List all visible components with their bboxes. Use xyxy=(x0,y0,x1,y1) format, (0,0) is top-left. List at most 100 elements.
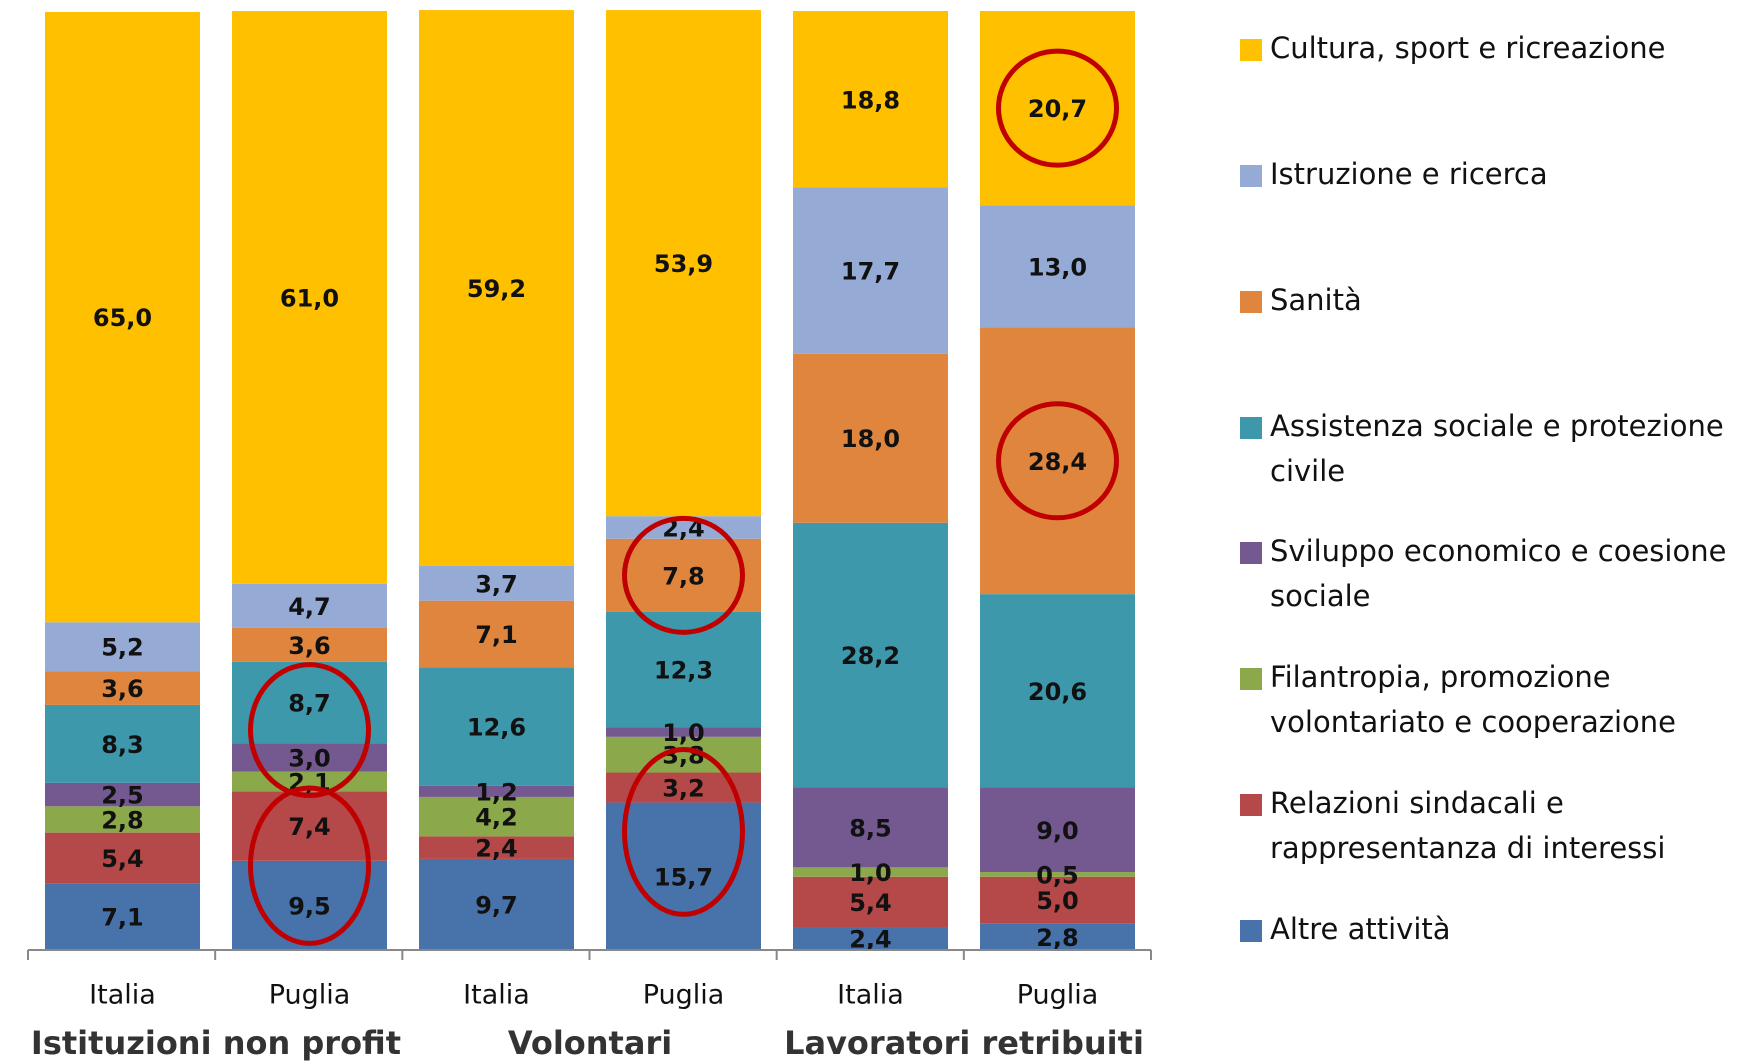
legend-swatch xyxy=(1240,165,1262,187)
value-label: 15,7 xyxy=(654,863,713,891)
bar-segment xyxy=(606,10,761,517)
bar-segment xyxy=(45,11,200,623)
bar-segment xyxy=(606,727,761,737)
legend-line: Sviluppo economico e coesione xyxy=(1270,534,1726,568)
value-label: 5,4 xyxy=(101,845,144,873)
bar-segment xyxy=(419,836,574,859)
bar-segment xyxy=(980,872,1135,877)
bar-segment xyxy=(793,522,948,788)
value-label: 2,4 xyxy=(475,835,518,863)
legend-label: Istruzione e ricerca xyxy=(1270,157,1548,191)
value-label: 20,6 xyxy=(1028,678,1087,706)
bar-segment xyxy=(793,876,948,928)
value-label: 53,9 xyxy=(654,250,713,278)
bar-segment xyxy=(45,782,200,807)
legend-line: Filantropia, promozione xyxy=(1270,660,1611,694)
bar-segment xyxy=(45,622,200,672)
bar-segment xyxy=(793,787,948,868)
legend-swatch xyxy=(1240,920,1262,942)
highlight-circle xyxy=(622,747,745,917)
value-label: 9,5 xyxy=(288,892,331,920)
legend-label: Altre attività xyxy=(1270,912,1451,946)
legend-label: Sanità xyxy=(1270,283,1362,317)
bar-segment xyxy=(793,11,948,188)
value-label: 4,2 xyxy=(475,804,518,832)
value-label: 1,2 xyxy=(475,778,518,806)
legend-line: Assistenza sociale e protezione xyxy=(1270,409,1724,443)
bar-segment xyxy=(980,11,1135,206)
value-label: 9,7 xyxy=(475,891,518,919)
value-label: 12,6 xyxy=(467,714,526,742)
legend-line: volontariato e cooperazione xyxy=(1270,705,1676,739)
value-label: 2,5 xyxy=(101,782,144,810)
value-label: 2,8 xyxy=(101,806,144,834)
x-tick-label: Italia xyxy=(837,980,904,1011)
bar-segment xyxy=(232,11,387,584)
value-label: 5,2 xyxy=(101,634,144,662)
value-label: 61,0 xyxy=(280,284,339,312)
legend-label: Sviluppo economico e coesione sociale xyxy=(1270,534,1726,613)
bar-segment xyxy=(419,858,574,950)
bar-segment xyxy=(980,876,1135,924)
legend-line: Relazioni sindacali e xyxy=(1270,786,1564,820)
value-label: 3,6 xyxy=(288,632,331,660)
value-label: 5,0 xyxy=(1036,887,1079,915)
value-label: 3,8 xyxy=(662,742,705,770)
value-label: 18,0 xyxy=(841,425,900,453)
legend-swatch xyxy=(1240,417,1262,439)
value-label: 8,3 xyxy=(101,731,144,759)
value-label: 0,5 xyxy=(1036,861,1079,889)
bar-segment xyxy=(793,927,948,950)
value-label: 5,4 xyxy=(849,889,892,917)
legend-line: sociale xyxy=(1270,579,1371,613)
highlight-circle xyxy=(248,662,371,799)
value-label: 1,0 xyxy=(662,719,705,747)
bar-segment xyxy=(980,327,1135,595)
value-label: 2,8 xyxy=(1036,924,1079,952)
bar-segment xyxy=(232,627,387,662)
bar-segment xyxy=(606,736,761,773)
bar-segment xyxy=(980,594,1135,788)
legend-line: rappresentanza di interessi xyxy=(1270,831,1665,865)
value-label: 3,7 xyxy=(475,570,518,598)
bar-segment xyxy=(980,205,1135,328)
bar-segment xyxy=(45,832,200,884)
value-label: 3,2 xyxy=(662,775,705,803)
legend-swatch xyxy=(1240,542,1262,564)
bar-segment xyxy=(45,671,200,705)
bar-segment xyxy=(793,353,948,523)
value-label: 8,5 xyxy=(849,814,892,842)
value-label: 20,7 xyxy=(1028,95,1087,123)
group-label: Istituzioni non profit xyxy=(31,1024,401,1062)
bar-segment xyxy=(419,667,574,786)
bar-segment xyxy=(793,187,948,354)
value-label: 59,2 xyxy=(467,275,526,303)
legend-label: Relazioni sindacali e rappresentanza di i… xyxy=(1270,786,1665,865)
legend-label: Filantropia, promozione volontariato e co… xyxy=(1270,660,1676,739)
bar-segment xyxy=(419,785,574,797)
x-tick-label: Puglia xyxy=(269,980,351,1011)
value-label: 17,7 xyxy=(841,258,900,286)
group-label: Lavoratori retribuiti xyxy=(784,1024,1144,1062)
bar-segment xyxy=(232,583,387,628)
bar-segment xyxy=(45,883,200,950)
value-label: 8,7 xyxy=(288,690,331,718)
bar-segment xyxy=(419,796,574,837)
value-label: 65,0 xyxy=(93,304,152,332)
value-label: 7,8 xyxy=(662,562,705,590)
highlight-circle xyxy=(248,785,371,946)
value-label: 4,7 xyxy=(288,593,331,621)
value-label: 1,0 xyxy=(849,859,892,887)
legend-label: Cultura, sport e ricreazione xyxy=(1270,31,1665,65)
x-tick-label: Puglia xyxy=(1017,980,1099,1011)
legend-label: Assistenza sociale e protezione civile xyxy=(1270,409,1724,488)
value-label: 13,0 xyxy=(1028,253,1087,281)
value-label: 3,0 xyxy=(288,745,331,773)
highlight-circle xyxy=(996,401,1119,521)
highlight-circle xyxy=(996,48,1119,168)
bar-segment xyxy=(980,787,1135,873)
bar-segment xyxy=(419,600,574,668)
legend-swatch xyxy=(1240,39,1262,61)
bar-segment xyxy=(45,806,200,833)
